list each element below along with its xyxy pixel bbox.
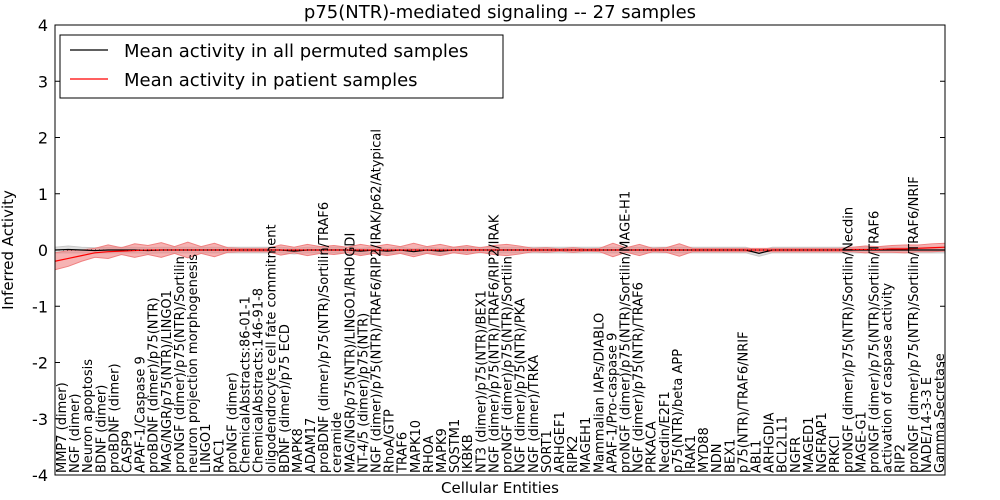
- x-tick-label: NT3 (dimer)/p75(NTR)/BEX1: [474, 290, 489, 473]
- x-tick-label: IKBKB: [461, 434, 476, 473]
- x-tick-label: NGF (dimer)/p75(NTR)/TRAF6/RIP2/IRAK: [487, 214, 502, 473]
- x-tick-label: MAG/NGR/p75(NTR)/LINGO1/RHOGDI: [343, 233, 358, 473]
- x-tick-label: ARHGEF1: [553, 411, 568, 473]
- x-tick-label: oligodendrocyte cell fate commitment: [265, 224, 280, 473]
- x-tick-label: proBDNF (dimer)/p75(NTR): [147, 297, 162, 473]
- x-tick-label: MAG/NGR/p75(NTR)/LINGO1: [160, 290, 175, 473]
- x-tick-label: proBDNF (dimer): [107, 363, 122, 473]
- x-tick-label: ChemicalAbstracts:86-01-1: [238, 296, 253, 473]
- x-axis-label: Cellular Entities: [441, 479, 559, 497]
- x-tick-label: proNGF (dimer)/p75(NTR)/Sortilin/MAGE-H1: [618, 191, 633, 473]
- x-tick-label: SQSTM1: [448, 419, 463, 473]
- x-tick-label: NDN: [710, 444, 725, 473]
- x-tick-label: PRKCI: [828, 435, 843, 473]
- y-tick-label: 2: [38, 129, 48, 148]
- x-tick-label: RHOA: [422, 435, 437, 473]
- legend-label-patient: Mean activity in patient samples: [124, 70, 418, 91]
- y-tick-label: 3: [38, 72, 48, 91]
- x-tick-label: MAGEH1: [579, 417, 594, 473]
- x-tick-label: Mammalian IAPs/DIABLO: [592, 313, 607, 473]
- x-tick-label: MYD88: [697, 427, 712, 473]
- x-tick-label: APAF-1/Pro-caspase 9: [605, 333, 620, 473]
- x-tick-label: MMP7 (dimer): [55, 382, 70, 473]
- x-tick-label: MAGE-G1: [854, 411, 869, 473]
- x-tick-label: RhoA/GTP: [383, 409, 398, 473]
- x-tick-label: IRAK1: [684, 435, 699, 473]
- x-tick-label: NGFR: [789, 437, 804, 473]
- x-tick-label: BCL2L11: [776, 416, 791, 473]
- x-tick-label: NGFRAP1: [815, 412, 830, 473]
- x-tick-label: neuron projection morphogenesis: [186, 254, 201, 473]
- legend-label-permuted: Mean activity in all permuted samples: [124, 41, 468, 62]
- x-tick-label: RAC1: [212, 438, 227, 473]
- x-tick-label: BDNF (dimer): [94, 385, 109, 473]
- x-tick-label: MAGED1: [802, 417, 817, 473]
- x-tick-label: MAPK10: [409, 420, 424, 473]
- x-tick-label: Neuron apoptosis: [81, 359, 96, 473]
- x-tick-label: ceramide: [330, 412, 345, 473]
- x-tick-label: proNGF (dimer)/p75(NTR)/Sortilin/TRAF6: [867, 211, 882, 473]
- x-tick-label: NADE/14-3-3 E: [920, 377, 935, 473]
- x-tick-label: NGF (dimer)/TRKA: [527, 355, 542, 473]
- y-tick-label: 1: [38, 185, 48, 204]
- x-tick-label: NT-4/5 (dimer)/p75(NTR): [356, 313, 371, 473]
- x-tick-label: BDNF (dimer)/p75 ECD: [278, 324, 293, 473]
- x-tick-label: proNGF (dimer)/p75(NTR)/Sortilin: [173, 256, 188, 473]
- x-tick-label: proBDNF (dimer)/p75(NTR)/Sortilin/TRAF6: [317, 202, 332, 473]
- x-tick-label: BEX1: [723, 439, 738, 473]
- x-tick-label: NGF (dimer)/p75(NTR)/PKA: [514, 298, 529, 473]
- x-tick-label: APAF-1/Caspase 9: [134, 356, 149, 473]
- x-tick-label: MAPK9: [435, 428, 450, 473]
- x-tick-label: ChemicalAbstracts:146-91-8: [252, 288, 267, 473]
- x-tick-label: proNGF (dimer)/p75(NTR)/Sortilin/Necdin: [841, 207, 856, 473]
- y-tick-label: -1: [32, 297, 48, 316]
- x-tick-label: NGF (dimer)/p75(NTR)/TRAF6: [632, 282, 647, 473]
- y-tick-label: 4: [38, 16, 48, 35]
- x-tick-label: ABL1: [750, 440, 765, 473]
- y-tick-label: -2: [32, 354, 48, 373]
- x-tick-label: MAPK8: [291, 428, 306, 473]
- y-tick-label: 0: [38, 241, 48, 260]
- x-tick-label: RIPK2: [566, 435, 581, 473]
- x-tick-label: proNGF (dimer)/p75(NTR)/Sortilin/TRAF6/N…: [907, 176, 922, 473]
- x-tick-label: NGF (dimer)/p75(NTR)/TRAF6/RIP2/IRAK/p62…: [370, 129, 385, 473]
- x-tick-label: proNGF (dimer)/p75(NTR)/Sortilin: [501, 256, 516, 473]
- x-tick-label: SORT1: [540, 430, 555, 473]
- x-tick-label: Necdin/E2F1: [658, 391, 673, 473]
- x-tick-label: RIP2: [894, 444, 909, 473]
- x-tick-label: ARHGDIA: [763, 412, 778, 473]
- x-tick-label: PRKACA: [645, 421, 660, 473]
- x-tick-label: p75(NTR)/TRAF6/NRIF: [736, 331, 751, 473]
- y-tick-label: -4: [32, 466, 48, 485]
- x-tick-label: CASP9: [121, 431, 136, 473]
- chart-title: p75(NTR)-mediated signaling -- 27 sample…: [304, 2, 696, 23]
- x-tick-label: p75(NTR)/beta APP: [671, 349, 686, 473]
- y-tick-label: -3: [32, 410, 48, 429]
- x-tick-label: Gamma Secretase: [933, 353, 948, 473]
- x-tick-label: TRAF6: [396, 432, 411, 474]
- legend-box: [59, 34, 504, 99]
- y-axis-label: Inferred Activity: [0, 190, 17, 310]
- x-tick-label: NGF (dimer): [68, 394, 83, 473]
- x-tick-label: activation of caspase activity: [881, 283, 896, 473]
- x-tick-label: ADAM17: [304, 418, 319, 473]
- legend: Mean activity in all permuted samples Me…: [59, 34, 504, 99]
- x-tick-label: proNGF (dimer): [225, 372, 240, 473]
- x-tick-label: LINGO1: [199, 424, 214, 473]
